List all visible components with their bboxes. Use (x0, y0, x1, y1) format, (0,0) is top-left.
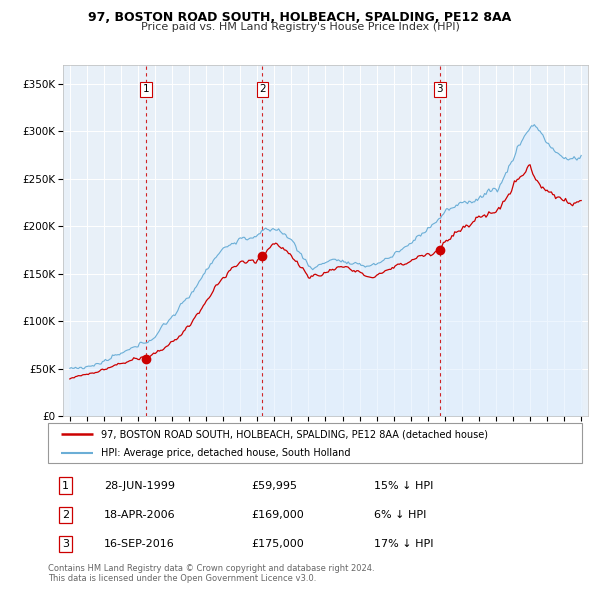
Text: 3: 3 (437, 84, 443, 94)
Text: 16-SEP-2016: 16-SEP-2016 (104, 539, 175, 549)
Text: 97, BOSTON ROAD SOUTH, HOLBEACH, SPALDING, PE12 8AA (detached house): 97, BOSTON ROAD SOUTH, HOLBEACH, SPALDIN… (101, 430, 488, 440)
Text: Price paid vs. HM Land Registry's House Price Index (HPI): Price paid vs. HM Land Registry's House … (140, 22, 460, 32)
Text: 18-APR-2006: 18-APR-2006 (104, 510, 176, 520)
Text: 1: 1 (143, 84, 149, 94)
Text: 2: 2 (62, 510, 69, 520)
Text: £175,000: £175,000 (251, 539, 304, 549)
Text: £169,000: £169,000 (251, 510, 304, 520)
Text: £59,995: £59,995 (251, 480, 297, 490)
Text: 97, BOSTON ROAD SOUTH, HOLBEACH, SPALDING, PE12 8AA: 97, BOSTON ROAD SOUTH, HOLBEACH, SPALDIN… (88, 11, 512, 24)
Text: 28-JUN-1999: 28-JUN-1999 (104, 480, 175, 490)
Text: 1: 1 (62, 480, 69, 490)
Text: 15% ↓ HPI: 15% ↓ HPI (374, 480, 433, 490)
Text: 2: 2 (259, 84, 266, 94)
Text: This data is licensed under the Open Government Licence v3.0.: This data is licensed under the Open Gov… (48, 574, 316, 583)
Text: HPI: Average price, detached house, South Holland: HPI: Average price, detached house, Sout… (101, 448, 351, 458)
Text: 17% ↓ HPI: 17% ↓ HPI (374, 539, 433, 549)
Text: Contains HM Land Registry data © Crown copyright and database right 2024.: Contains HM Land Registry data © Crown c… (48, 564, 374, 573)
Text: 6% ↓ HPI: 6% ↓ HPI (374, 510, 426, 520)
Text: 3: 3 (62, 539, 69, 549)
